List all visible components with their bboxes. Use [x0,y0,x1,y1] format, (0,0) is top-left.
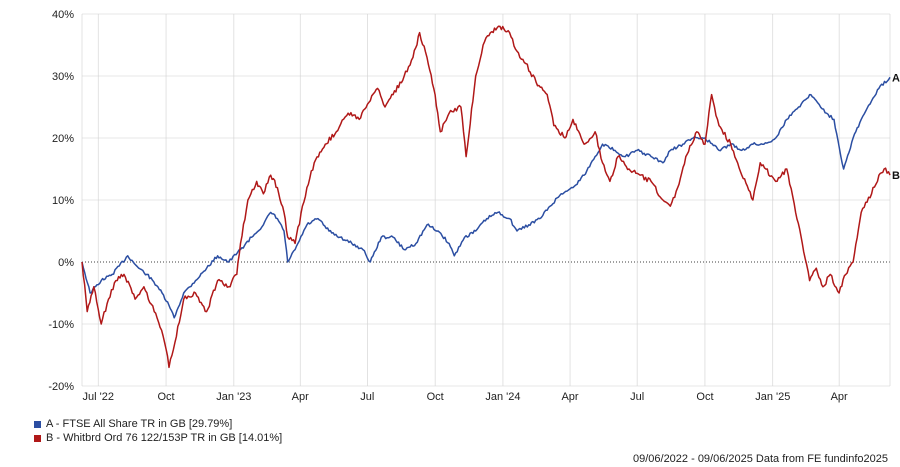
legend-swatch-a [34,420,41,428]
x-tick-label: Jan '25 [755,391,790,403]
y-tick-label: -10% [48,319,74,331]
x-tick-label: Apr [831,391,848,403]
x-tick-label: Apr [292,391,309,403]
legend-label-a: A - FTSE All Share TR in GB [29.79%] [46,418,233,430]
x-tick-label: Oct [427,391,444,403]
x-tick-label: Jul [360,391,374,403]
y-tick-label: 0% [58,257,74,269]
legend: A - FTSE All Share TR in GB [29.79%] B -… [34,417,282,445]
series-line-b [81,25,891,369]
end-labels: AB [892,72,900,182]
x-tick-label: Jul [630,391,644,403]
y-tick-label: 10% [52,195,74,207]
series-line-a [81,76,891,319]
y-tick-label: -20% [48,381,74,393]
y-tick-label: 40% [52,9,74,21]
date-range-source-note: 09/06/2022 - 09/06/2025 Data from FE fun… [632,453,888,465]
x-tick-label: Jan '23 [216,391,251,403]
series-end-label-a: A [892,72,900,84]
legend-item-a: A - FTSE All Share TR in GB [29.79%] [34,417,282,431]
y-tick-label: 20% [52,133,74,145]
series-lines [81,25,891,369]
legend-swatch-b [34,434,41,442]
y-tick-label: 30% [52,71,74,83]
x-tick-label: Oct [696,391,713,403]
grid [81,13,891,387]
x-tick-label: Apr [561,391,578,403]
x-tick-label: Jan '24 [485,391,520,403]
legend-item-b: B - Whitbrd Ord 76 122/153P TR in GB [14… [34,431,282,445]
x-axis-ticks: Jul '22 Oct Jan '23 Apr Jul Oct Jan '24 Apr Jul O… [82,391,848,403]
y-axis-ticks: -20% -10% 0% 10% 20% 30% 40% [48,9,74,393]
x-tick-label: Oct [157,391,174,403]
line-chart: -20% -10% 0% 10% 20% 30% 40% Jul '22 Oct Jan '23… [48,9,900,403]
legend-label-b: B - Whitbrd Ord 76 122/153P TR in GB [14… [46,432,283,444]
series-end-label-b: B [892,170,900,182]
x-tick-label: Jul '22 [82,391,113,403]
